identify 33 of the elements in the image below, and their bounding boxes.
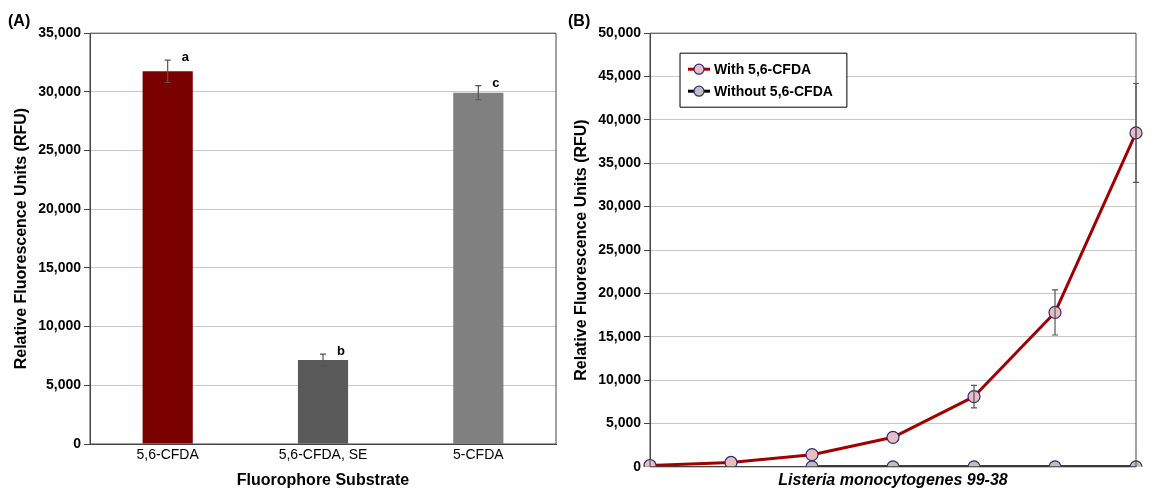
annotation: b: [337, 343, 346, 359]
annotation: c: [492, 74, 500, 90]
y-axis-title: Relative Fluorescence Units (RFU): [572, 119, 590, 381]
y-tick-label: 20,000: [598, 284, 642, 301]
y-tick-label: 0: [633, 457, 642, 474]
legend-label: With 5,6-CFDA: [714, 61, 812, 78]
legend-label: Without 5,6-CFDA: [714, 83, 833, 100]
y-tick-label: 25,000: [38, 141, 82, 158]
x-tick-label: 5,6-CFDA: [136, 446, 200, 463]
y-tick-label: 35,000: [598, 154, 642, 171]
y-tick-label: 20,000: [38, 200, 82, 217]
x-axis-title: Fluorophore Substrate: [236, 470, 410, 488]
y-tick-label: 0: [73, 434, 82, 451]
y-tick-label: 45,000: [598, 67, 642, 84]
y-tick-label: 50,000: [598, 24, 642, 41]
chart-title: (A): [8, 12, 31, 30]
y-tick-label: 30,000: [598, 197, 642, 214]
y-tick-label: 40,000: [598, 110, 642, 127]
x-tick-label: 5-CFDA: [453, 446, 505, 463]
y-axis-title: Relative Fluorescence Units (RFU): [12, 107, 30, 370]
y-tick-label: 10,000: [598, 370, 642, 387]
y-tick-label: 5,000: [605, 414, 642, 431]
y-tick-label: 10,000: [38, 317, 82, 334]
y-tick-label: 25,000: [598, 240, 642, 257]
y-tick-label: 15,000: [38, 258, 82, 275]
x-tick-label: 5,6-CFDA, SE: [278, 446, 368, 463]
x-axis-title: Listeria monocytogenes 99-38: [778, 470, 1008, 488]
chart-title: (B): [568, 12, 591, 30]
y-tick-label: 15,000: [598, 327, 642, 344]
y-tick-label: 5,000: [45, 376, 82, 393]
annotation: a: [181, 49, 190, 65]
y-tick-label: 30,000: [38, 82, 82, 99]
y-tick-label: 35,000: [38, 24, 82, 41]
